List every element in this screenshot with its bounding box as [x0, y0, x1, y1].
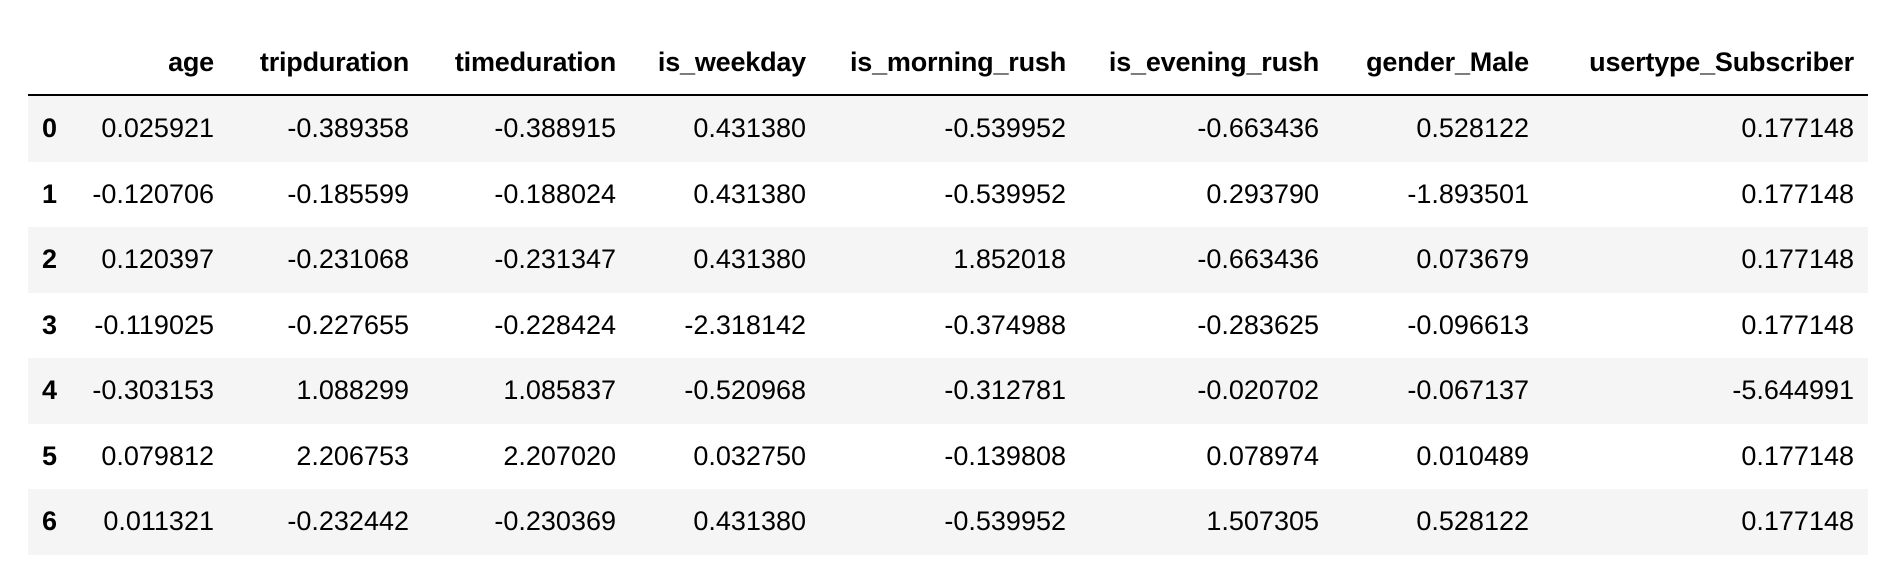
table-cell: 1.085837 [503, 375, 616, 406]
table-cell: 1.088299 [296, 375, 409, 406]
table-cell: -5.644991 [1732, 375, 1854, 406]
column-header: usertype_Subscriber [1543, 30, 1868, 96]
table-cell: -0.120706 [92, 178, 214, 209]
table-cell: -0.119025 [94, 309, 214, 340]
column-header: is_evening_rush [1080, 30, 1333, 96]
column-header: tripduration [228, 30, 423, 96]
table-cell: -0.539952 [944, 506, 1066, 537]
table-cell: 0.010489 [1416, 440, 1529, 471]
table-cell: 0.120397 [101, 244, 214, 275]
table-cell: 0.177148 [1741, 506, 1854, 537]
table-cell: 0.177148 [1741, 178, 1854, 209]
table-body: 0 0.025921 -0.389358 -0.388915 0.431380 … [28, 95, 1868, 555]
table-row: 4 -0.303153 1.088299 1.085837 -0.520968 … [28, 358, 1868, 424]
table-cell: 2.207020 [503, 440, 616, 471]
table-row: 3 -0.119025 -0.227655 -0.228424 -2.31814… [28, 292, 1868, 358]
table-row: 1 -0.120706 -0.185599 -0.188024 0.431380… [28, 161, 1868, 227]
column-header: age [76, 30, 228, 96]
table-cell: -0.231068 [287, 244, 409, 275]
table-cell: -0.067137 [1407, 375, 1529, 406]
table-cell: 1.852018 [953, 244, 1066, 275]
table-cell: -0.303153 [92, 375, 214, 406]
table-cell: 0.073679 [1416, 244, 1529, 275]
column-header: gender_Male [1333, 30, 1543, 96]
table-cell: -0.374988 [944, 309, 1066, 340]
table-cell: 0.177148 [1741, 113, 1854, 144]
table-header: age tripduration timeduration is_weekday… [28, 30, 1868, 96]
table-cell: -0.227655 [287, 309, 409, 340]
row-index: 1 [42, 178, 58, 209]
row-index: 4 [42, 375, 58, 406]
table-cell: -2.318142 [684, 309, 806, 340]
table-cell: -0.232442 [287, 506, 409, 537]
table-cell: 0.431380 [693, 244, 806, 275]
table-row: 6 0.011321 -0.232442 -0.230369 0.431380 … [28, 489, 1868, 555]
table-cell: 0.025921 [101, 113, 214, 144]
table-cell: -0.188024 [494, 178, 616, 209]
table-cell: -0.231347 [494, 244, 616, 275]
table-cell: 0.431380 [693, 113, 806, 144]
table-row: 0 0.025921 -0.389358 -0.388915 0.431380 … [28, 95, 1868, 162]
row-index: 2 [42, 244, 58, 275]
table-cell: -0.388915 [494, 113, 616, 144]
column-header: is_morning_rush [820, 30, 1080, 96]
table-cell: 0.293790 [1206, 178, 1319, 209]
table-row: 5 0.079812 2.206753 2.207020 0.032750 -0… [28, 423, 1868, 489]
table-cell: -0.663436 [1197, 244, 1319, 275]
table-cell: -0.389358 [287, 113, 409, 144]
table-cell: -0.230369 [494, 506, 616, 537]
table-cell: -0.228424 [494, 309, 616, 340]
header-row: age tripduration timeduration is_weekday… [28, 30, 1868, 96]
table-cell: 0.079812 [101, 440, 214, 471]
table-cell: 0.431380 [693, 506, 806, 537]
table-cell: 1.507305 [1206, 506, 1319, 537]
table-cell: 0.177148 [1741, 440, 1854, 471]
column-header: is_weekday [630, 30, 820, 96]
table-cell: -0.139808 [944, 440, 1066, 471]
row-index: 6 [42, 506, 58, 537]
table-cell: -0.520968 [684, 375, 806, 406]
table-cell: -0.185599 [287, 178, 409, 209]
column-header: timeduration [423, 30, 630, 96]
row-index: 0 [42, 113, 58, 144]
table-cell: 0.032750 [693, 440, 806, 471]
table-cell: 0.177148 [1741, 244, 1854, 275]
table-cell: 0.528122 [1416, 506, 1529, 537]
row-index: 3 [42, 309, 58, 340]
table-cell: 0.528122 [1416, 113, 1529, 144]
table-cell: -0.020702 [1197, 375, 1319, 406]
table-cell: -0.283625 [1197, 309, 1319, 340]
table-cell: -0.312781 [944, 375, 1066, 406]
table-cell: 2.206753 [296, 440, 409, 471]
row-index: 5 [42, 440, 58, 471]
dataframe-table: age tripduration timeduration is_weekday… [28, 30, 1868, 555]
table-cell: -1.893501 [1407, 178, 1529, 209]
table-cell: -0.539952 [944, 178, 1066, 209]
table-cell: 0.177148 [1741, 309, 1854, 340]
index-header [28, 30, 76, 96]
table-cell: -0.539952 [944, 113, 1066, 144]
table-cell: 0.011321 [103, 506, 214, 537]
table-cell: 0.431380 [693, 178, 806, 209]
table-row: 2 0.120397 -0.231068 -0.231347 0.431380 … [28, 227, 1868, 293]
dataframe-output: age tripduration timeduration is_weekday… [28, 30, 1868, 555]
table-cell: 0.078974 [1206, 440, 1319, 471]
table-cell: -0.096613 [1407, 309, 1529, 340]
table-cell: -0.663436 [1197, 113, 1319, 144]
